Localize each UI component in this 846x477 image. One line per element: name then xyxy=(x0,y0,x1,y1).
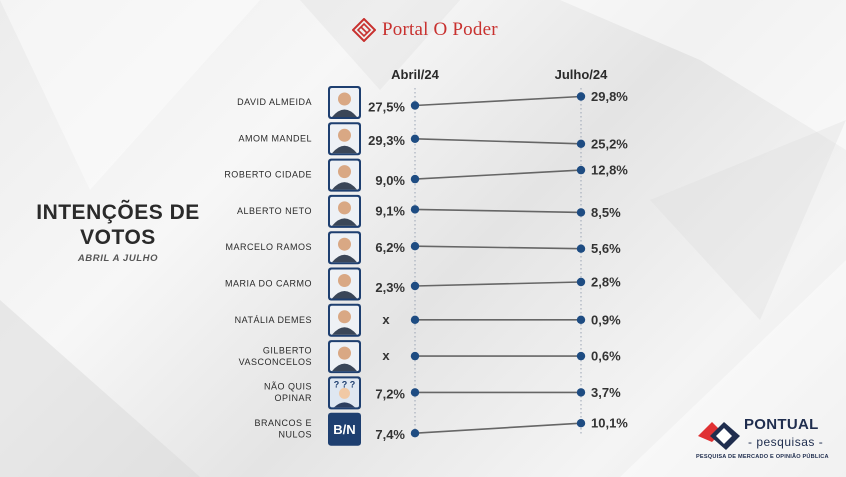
data-point-abril xyxy=(410,281,420,291)
data-point-abril xyxy=(410,388,420,397)
person-photo-icon xyxy=(328,86,361,119)
slope-line xyxy=(414,95,582,107)
data-point-julho xyxy=(576,165,586,175)
candidate-name: GILBERTO VASCONCELOS xyxy=(239,345,312,367)
data-point-abril xyxy=(410,101,420,110)
question-marks: ? ? ? xyxy=(334,379,356,389)
data-label-julho: 0,9% xyxy=(591,312,621,327)
candidate-name: NÃO QUIS OPINAR xyxy=(264,382,312,404)
candidate-name: BRANCOS E NULOS xyxy=(254,418,312,440)
data-label-julho: 12,8% xyxy=(591,163,628,178)
chart-subtitle: ABRIL A JULHO xyxy=(77,253,159,264)
data-label-julho: 25,2% xyxy=(591,136,628,151)
data-label-abril: 9,1% xyxy=(375,203,405,218)
person-photo-icon xyxy=(328,267,361,301)
data-label-julho: 2,8% xyxy=(591,275,621,290)
data-label-julho: 8,5% xyxy=(591,205,621,220)
data-point-julho xyxy=(576,208,586,217)
data-point-abril xyxy=(410,315,420,324)
data-point-julho xyxy=(576,388,586,397)
data-point-julho xyxy=(576,315,586,324)
portal-o-poder-diamond-icon xyxy=(352,18,376,42)
person-photo-icon xyxy=(328,122,361,156)
data-point-abril xyxy=(410,205,420,214)
chart-title: INTENÇÕES DE VOTOS xyxy=(36,201,200,249)
data-point-abril xyxy=(410,351,420,361)
pontual-sub: - pesquisas - xyxy=(748,435,824,449)
candidate-name: ALBERTO NETO xyxy=(237,206,312,216)
data-point-julho xyxy=(576,244,586,253)
chart-title-block: INTENÇÕES DE VOTOS ABRIL A JULHO xyxy=(18,200,218,264)
data-label-abril: 2,3% xyxy=(375,280,405,295)
period-header-0: Abril/24 xyxy=(391,67,439,82)
candidate-name: AMOM MANDEL xyxy=(238,133,312,143)
candidate-name: MARCELO RAMOS xyxy=(225,242,312,252)
data-label-julho: 29,8% xyxy=(591,89,628,104)
data-point-abril xyxy=(410,174,420,184)
pontual-logo: PONTUAL - pesquisas - PESQUISA DE MERCAD… xyxy=(694,412,834,468)
slope-line xyxy=(414,422,582,434)
person-photo-icon xyxy=(328,194,361,228)
person-photo-icon xyxy=(328,340,361,374)
slope-line xyxy=(414,208,582,214)
data-label-julho: 5,6% xyxy=(591,241,621,256)
data-label-abril: 7,4% xyxy=(375,427,405,442)
question-person-icon: ? ? ? xyxy=(328,376,361,410)
slope-line xyxy=(414,245,582,250)
pontual-name: PONTUAL xyxy=(744,416,819,433)
period-header-1: Julho/24 xyxy=(555,67,609,82)
data-label-julho: 3,7% xyxy=(591,385,621,400)
data-label-abril: 7,2% xyxy=(375,386,405,401)
data-point-julho xyxy=(576,277,586,287)
slope-line xyxy=(414,169,582,180)
data-label-abril: x xyxy=(382,312,390,327)
data-point-abril xyxy=(410,242,420,251)
data-point-julho xyxy=(576,92,586,101)
pontual-chevron-icon xyxy=(698,422,740,450)
bn-badge-icon: B/N xyxy=(328,412,361,446)
data-label-abril: 9,0% xyxy=(375,173,405,188)
person-photo-icon xyxy=(328,231,361,265)
candidate-name: NATÁLIA DEMES xyxy=(235,315,312,325)
data-label-julho: 10,1% xyxy=(591,416,628,431)
candidate-name: DAVID ALMEIDA xyxy=(237,97,312,107)
data-point-julho xyxy=(576,419,586,428)
data-label-abril: 29,3% xyxy=(368,133,405,148)
portal-o-poder-logo: Portal O Poder xyxy=(352,16,498,44)
data-point-abril xyxy=(410,429,420,438)
data-point-julho xyxy=(576,351,586,361)
data-label-julho: 0,6% xyxy=(591,349,621,364)
brand-name: Portal O Poder xyxy=(382,19,498,40)
candidate-name: MARIA DO CARMO xyxy=(225,279,312,289)
pontual-tagline: PESQUISA DE MERCADO E OPINIÃO PÚBLICA xyxy=(696,454,829,460)
data-point-julho xyxy=(576,139,586,148)
person-photo-icon xyxy=(328,158,361,192)
bn-badge-text: B/N xyxy=(333,422,355,437)
data-point-abril xyxy=(410,134,420,143)
data-label-abril: 6,2% xyxy=(375,240,405,255)
data-label-abril: x xyxy=(382,348,390,363)
slope-line xyxy=(414,281,582,287)
person-photo-icon xyxy=(328,303,361,337)
candidate-name: ROBERTO CIDADE xyxy=(224,170,312,180)
slope-line xyxy=(414,138,582,145)
data-label-abril: 27,5% xyxy=(368,100,405,115)
